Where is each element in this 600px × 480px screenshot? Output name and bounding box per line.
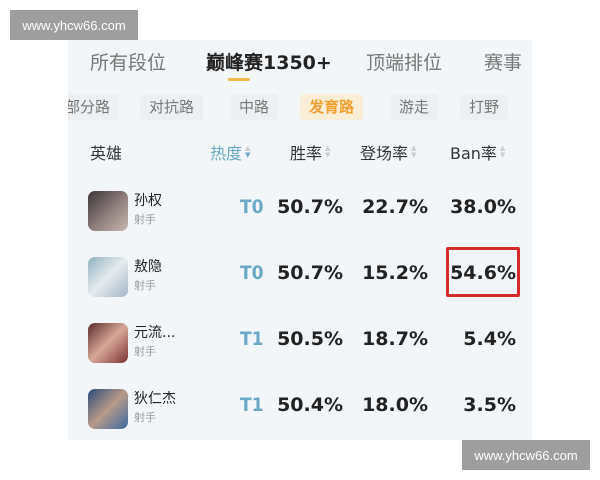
header-heat-label: 热度 — [210, 144, 243, 163]
win-rate: 50.5% — [277, 328, 343, 350]
ban-rate: 38.0% — [450, 196, 516, 218]
table-row[interactable]: 狄仁杰 射手 T1 50.4% 18.0% 3.5% — [68, 380, 532, 440]
header-win[interactable]: 胜率 ▲ ▼ — [290, 140, 330, 164]
lane-chip-partial[interactable]: 部分路 — [68, 94, 120, 120]
hero-role: 射手 — [134, 279, 156, 292]
tab-all-ranks[interactable]: 所有段位 — [90, 52, 167, 74]
hero-name: 狄仁杰 — [134, 391, 176, 407]
tab-top-rank[interactable]: 顶端排位 — [366, 52, 443, 74]
hero-role: 射手 — [134, 345, 156, 358]
ban-rate: 3.5% — [463, 394, 516, 416]
table-row[interactable]: 孙权 射手 T0 50.7% 22.7% 38.0% — [68, 182, 532, 248]
lane-chip-farm[interactable]: 发育路 — [300, 94, 364, 120]
tab-events[interactable]: 赛事 — [484, 52, 523, 74]
hero-ranking-panel: 所有段位 巅峰赛1350+ 顶端排位 赛事 部分路 对抗路 中路 发育路 游走 … — [68, 40, 532, 440]
sort-icon: ▲ ▼ — [411, 144, 417, 159]
header-win-label: 胜率 — [290, 144, 323, 163]
header-ban[interactable]: Ban率 ▲ ▼ — [450, 140, 505, 164]
watermark: www.yhcw66.com — [462, 440, 590, 470]
ban-rate: 5.4% — [463, 328, 516, 350]
hero-tier: T0 — [240, 196, 264, 218]
hero-name: 元流... — [134, 325, 176, 341]
header-hero-label: 英雄 — [90, 144, 123, 163]
active-tab-indicator — [228, 78, 250, 81]
watermark: www.yhcw66.com — [10, 10, 138, 40]
header-hero: 英雄 — [90, 140, 122, 164]
lane-chip-jungle[interactable]: 打野 — [460, 94, 509, 120]
header-ban-label: Ban率 — [450, 144, 497, 163]
sort-icon: ▲ ▼ — [325, 144, 331, 159]
lane-chip-mid[interactable]: 中路 — [230, 94, 279, 120]
lane-chip-clash[interactable]: 对抗路 — [140, 94, 204, 120]
hero-tier: T1 — [240, 328, 264, 350]
tab-peak-1350[interactable]: 巅峰赛1350+ — [206, 52, 332, 74]
sort-icon: ▲ ▼ — [499, 144, 506, 159]
hero-name: 孙权 — [134, 193, 162, 209]
pick-rate: 18.7% — [362, 328, 428, 350]
highlight-box — [446, 247, 520, 297]
ban-rate: 54.6% — [450, 262, 516, 284]
win-rate: 50.4% — [277, 394, 343, 416]
hero-tier: T1 — [240, 394, 264, 416]
hero-avatar — [88, 323, 128, 363]
hero-name: 敖隐 — [134, 259, 162, 275]
hero-role: 射手 — [134, 213, 156, 226]
table-row[interactable]: 敖隐 射手 T0 50.7% 15.2% 54.6% — [68, 248, 532, 314]
pick-rate: 22.7% — [362, 196, 428, 218]
pick-rate: 15.2% — [362, 262, 428, 284]
hero-avatar — [88, 257, 128, 297]
hero-tier: T0 — [240, 262, 264, 284]
win-rate: 50.7% — [277, 196, 343, 218]
pick-rate: 18.0% — [362, 394, 428, 416]
hero-avatar — [88, 389, 128, 429]
win-rate: 50.7% — [277, 262, 343, 284]
sort-icon: ▲ ▼ — [245, 144, 251, 159]
table-row[interactable]: 元流... 射手 T1 50.5% 18.7% 5.4% — [68, 314, 532, 380]
header-pick[interactable]: 登场率 ▲ ▼ — [360, 140, 416, 164]
header-pick-label: 登场率 — [360, 144, 409, 163]
lane-chip-roam[interactable]: 游走 — [390, 94, 439, 120]
hero-avatar — [88, 191, 128, 231]
header-heat[interactable]: 热度 ▲ ▼ — [210, 140, 250, 164]
hero-role: 射手 — [134, 411, 156, 424]
